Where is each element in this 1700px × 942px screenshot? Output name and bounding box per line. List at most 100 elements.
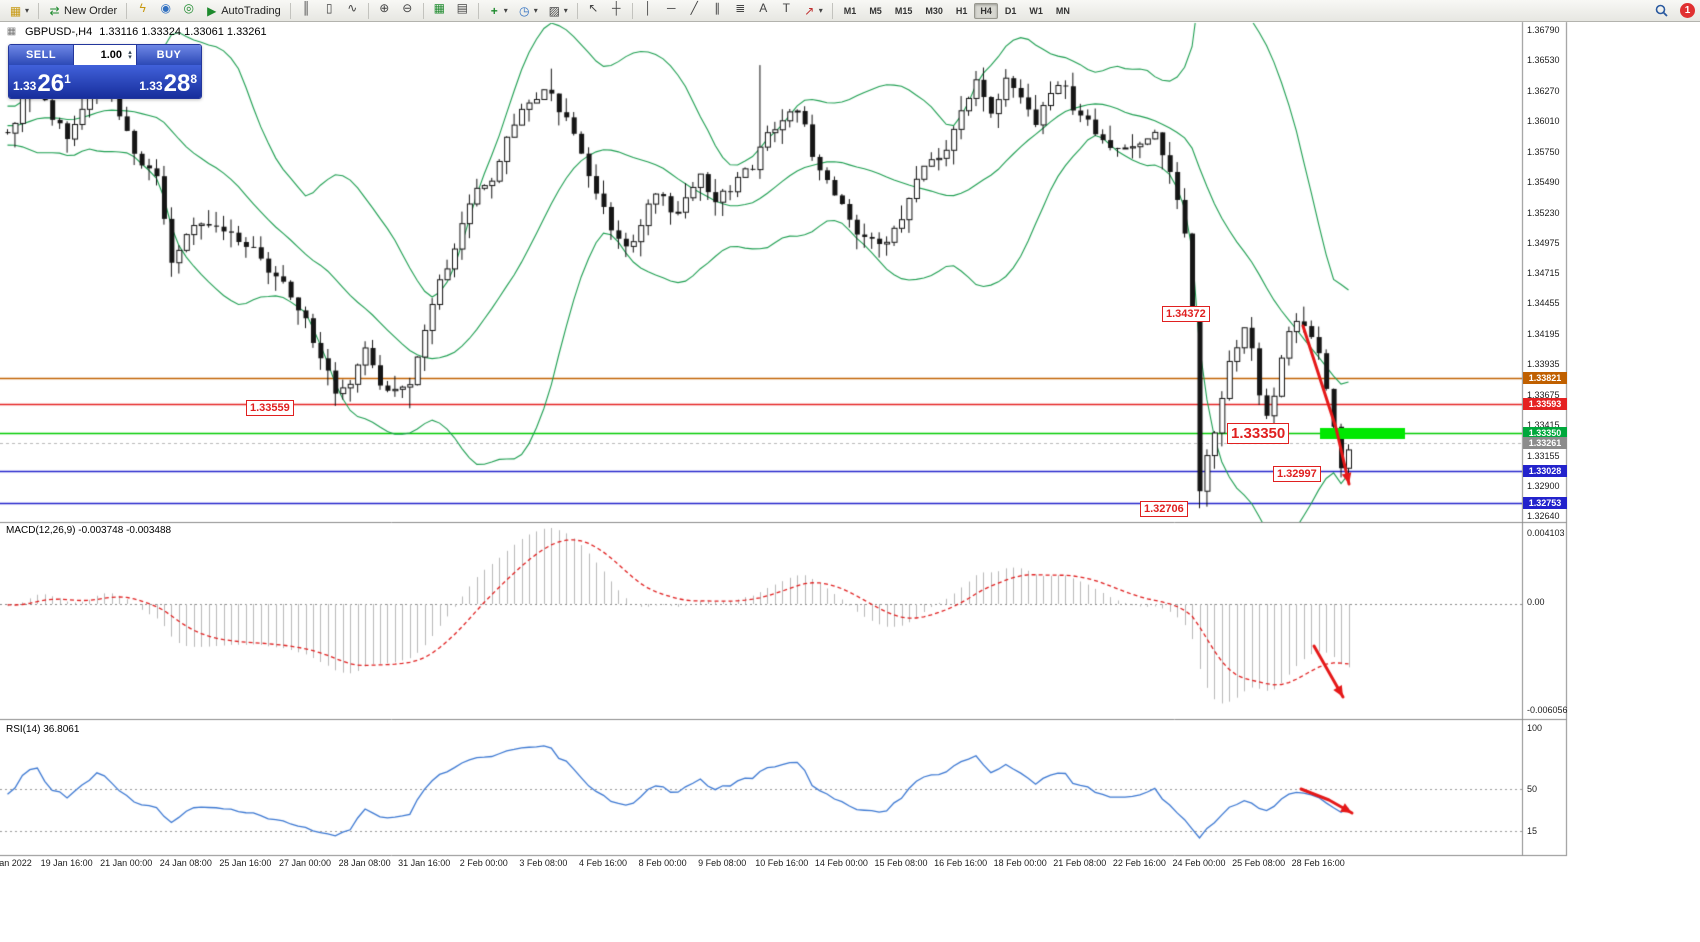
time-axis-label: 8 Feb 00:00 — [638, 858, 687, 868]
time-axis-label: 22 Feb 16:00 — [1112, 858, 1166, 868]
new-order-label: New Order — [64, 4, 118, 17]
spin-down-icon[interactable]: ▾ — [128, 54, 132, 61]
notification-badge[interactable]: 1 — [1680, 3, 1695, 18]
price-axis-label: 1.34195 — [1527, 328, 1560, 339]
autotrading-button[interactable]: ▶ AutoTrading — [201, 1, 285, 21]
price-callout[interactable]: 1.34372 — [1162, 306, 1210, 322]
price-tag: 1.33821 — [1523, 371, 1567, 384]
price-axis-label: 1.35750 — [1527, 146, 1560, 157]
channel-tool-icon[interactable]: ∥ — [714, 0, 721, 15]
toolbar-separator — [289, 2, 291, 19]
price-axis-label: 1.34715 — [1527, 268, 1560, 278]
rsi-axis-label: 100 — [1527, 723, 1543, 733]
time-axis-label: 28 Feb 16:00 — [1291, 858, 1345, 868]
toolbar-separator — [831, 2, 833, 19]
timeframe-button-h4[interactable]: H4 — [974, 2, 998, 19]
zoom-in-icon[interactable]: ⊕ — [379, 0, 390, 15]
price-axis-label: 1.34975 — [1527, 237, 1560, 248]
search-icon — [1655, 4, 1668, 17]
line-chart-icon[interactable]: ∿ — [347, 0, 358, 15]
indicators-button[interactable]: + ▾ — [484, 1, 512, 21]
toolbar-separator — [477, 2, 479, 19]
price-axis-label: 1.35230 — [1527, 207, 1560, 218]
arrange-windows-icon[interactable]: ▤ — [456, 0, 468, 15]
new-chart-button[interactable]: ▦ ▾ — [5, 1, 33, 21]
price-axis-label: 1.33675 — [1527, 389, 1560, 400]
price-tag: 1.33261 — [1523, 437, 1567, 450]
fibonacci-tool-icon[interactable]: ≣ — [735, 0, 746, 15]
timeframe-button-w1[interactable]: W1 — [1029, 5, 1043, 16]
toolbar-separator — [422, 2, 424, 19]
volume-input[interactable]: 1.00 ▴ ▾ — [73, 45, 137, 65]
time-axis-label: 10 Feb 16:00 — [755, 858, 809, 868]
market-icon[interactable]: ◎ — [183, 0, 194, 15]
timeframe-button-m1[interactable]: M1 — [843, 5, 857, 16]
time-axis-label: 4 Feb 16:00 — [578, 858, 628, 868]
timeframe-button-m30[interactable]: M30 — [925, 5, 943, 16]
search-button[interactable] — [1651, 1, 1672, 21]
rsi-label: RSI(14) 36.8061 — [6, 724, 80, 735]
timeframe-button-m5[interactable]: M5 — [869, 5, 882, 16]
sell-price[interactable]: 1.33 26 1 — [9, 65, 105, 98]
time-axis-label: 27 Jan 00:00 — [278, 858, 332, 868]
arrow-object-icon: ↗ — [804, 3, 815, 18]
macd-axis-label: 0.00 — [1527, 597, 1545, 607]
add-indicator-icon: + — [490, 3, 498, 18]
bar-chart-icon[interactable]: ║ — [301, 0, 311, 15]
sell-price-base: 1.33 — [13, 79, 37, 93]
arrow-objects-button[interactable]: ↗ ▾ — [799, 1, 827, 21]
toolbar-separator — [631, 2, 633, 19]
price-callout[interactable]: 1.33559 — [246, 400, 294, 416]
volume-value[interactable]: 1.00 — [100, 49, 122, 61]
price-axis-label: 1.33415 — [1527, 420, 1560, 431]
vertical-line-tool-icon[interactable]: │ — [644, 0, 653, 15]
volume-stepper[interactable]: ▴ ▾ — [124, 49, 136, 61]
new-chart-icon: ▦ — [9, 3, 22, 18]
crosshair-icon[interactable]: ┼ — [612, 0, 621, 15]
time-axis-label: 18 Feb 00:00 — [993, 858, 1047, 868]
timeframe-button-h1[interactable]: H1 — [955, 5, 968, 16]
price-callout[interactable]: 1.32706 — [1140, 501, 1188, 517]
timeframe-button-d1[interactable]: D1 — [1004, 5, 1017, 16]
price-callout[interactable]: 1.33350 — [1227, 423, 1290, 444]
clock-icon: ◷ — [519, 3, 530, 18]
toolbar-separator — [367, 2, 369, 19]
new-order-button[interactable]: ⇄ New Order — [44, 1, 121, 21]
expert-advisors-icon[interactable]: ϟ — [139, 0, 146, 15]
time-axis-label: 9 Feb 08:00 — [698, 858, 747, 868]
price-axis-label: 1.36790 — [1527, 25, 1560, 35]
text-label-tool-icon[interactable]: T — [782, 0, 790, 15]
horizontal-line-tool-icon[interactable]: ─ — [667, 0, 676, 15]
buy-price-main: 28 — [163, 70, 191, 97]
scripts-icon[interactable]: ◉ — [160, 0, 171, 15]
toolbar: ▦ ▾ ⇄ New Order ϟ ◉ ◎ ▶ AutoTrading ║ ▯ … — [0, 0, 1700, 22]
toolbar-separator — [126, 2, 128, 19]
price-tag: 1.33350 — [1523, 426, 1567, 439]
periods-button[interactable]: ◷ ▾ — [514, 1, 542, 21]
candlestick-chart-icon[interactable]: ▯ — [325, 0, 333, 15]
sell-button[interactable]: SELL — [9, 45, 73, 65]
price-tag: 1.32753 — [1523, 496, 1567, 509]
price-axis-label: 1.36010 — [1527, 116, 1560, 127]
text-tool-icon[interactable]: A — [759, 0, 768, 15]
time-axis-label: 19 Jan 16:00 — [40, 858, 93, 868]
buy-price-sup: 8 — [190, 72, 197, 86]
templates-button[interactable]: ▨ ▾ — [544, 1, 572, 21]
timeframe-button-mn[interactable]: MN — [1055, 5, 1070, 16]
tile-windows-icon[interactable]: ▦ — [433, 0, 445, 15]
buy-button[interactable]: BUY — [137, 45, 201, 65]
time-axis-label: 14 Feb 00:00 — [814, 858, 868, 868]
macd-label: MACD(12,26,9) -0.003748 -0.003488 — [6, 525, 172, 536]
timeframe-button-m15[interactable]: M15 — [894, 5, 913, 16]
price-axis-label: 1.33155 — [1527, 450, 1560, 461]
buy-price[interactable]: 1.33 28 8 — [105, 65, 201, 98]
trendline-tool-icon[interactable]: ╱ — [690, 0, 698, 15]
zoom-out-icon[interactable]: ⊖ — [402, 0, 413, 15]
time-axis-label: 24 Feb 00:00 — [1172, 858, 1226, 868]
spin-up-icon[interactable]: ▴ — [128, 49, 132, 56]
cursor-icon[interactable]: ↖ — [588, 0, 599, 15]
price-callout[interactable]: 1.32997 — [1273, 466, 1321, 482]
price-axis-label: 1.36530 — [1527, 55, 1560, 66]
rsi-axis-label: 15 — [1527, 825, 1538, 836]
